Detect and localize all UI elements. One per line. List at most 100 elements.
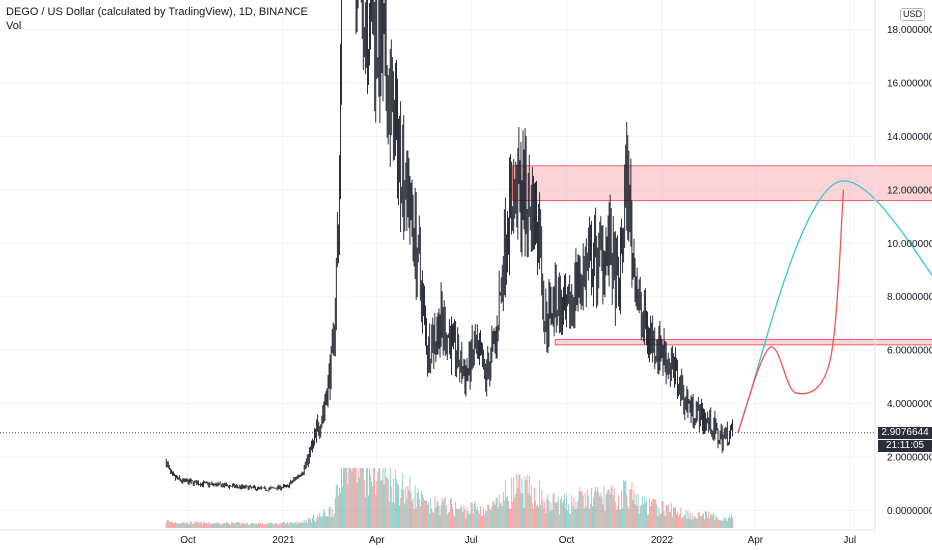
volume-bar xyxy=(430,498,432,528)
volume-bar xyxy=(288,524,290,528)
volume-bar xyxy=(350,468,352,528)
time-tick-label: Jul xyxy=(843,535,856,546)
volume-bar xyxy=(534,500,536,528)
volume-bar xyxy=(228,524,230,528)
volume-bar xyxy=(588,509,590,528)
volume-bar xyxy=(672,506,674,528)
volume-bar xyxy=(206,522,208,528)
volume-bar xyxy=(652,498,654,528)
volume-bar xyxy=(655,499,657,528)
volume-bar xyxy=(595,486,597,528)
volume-bar xyxy=(529,495,531,528)
volume-bar xyxy=(543,508,545,528)
price-tick-label: 18.0000000 xyxy=(887,25,932,36)
volume-bar xyxy=(231,522,233,528)
volume-bar xyxy=(316,518,318,528)
volume-bar xyxy=(182,522,184,528)
volume-bar xyxy=(329,506,331,528)
volume-bar xyxy=(598,492,600,528)
volume-bar xyxy=(691,513,693,528)
volume-bar xyxy=(376,481,378,528)
volume-bar xyxy=(488,504,490,528)
volume-bar xyxy=(518,474,520,528)
volume-bar xyxy=(174,523,176,528)
volume-bar xyxy=(239,522,241,528)
volume-bar xyxy=(683,516,685,528)
volume-bar xyxy=(495,497,497,528)
volume-bar xyxy=(179,523,181,528)
volume-bar xyxy=(523,508,525,528)
volume-bar xyxy=(382,468,384,528)
volume-bar xyxy=(232,522,234,528)
volume-bar xyxy=(204,522,206,528)
volume-bar xyxy=(308,519,310,528)
volume-bar xyxy=(638,513,640,528)
volume-bar xyxy=(191,523,193,528)
volume-bar xyxy=(377,472,379,528)
volume-bar xyxy=(390,486,392,528)
volume-bar xyxy=(705,511,707,528)
volume-bar xyxy=(320,516,322,528)
volume-bar xyxy=(443,498,445,528)
price-candles xyxy=(165,0,733,492)
volume-bar xyxy=(698,511,700,528)
time-tick-label: Apr xyxy=(369,535,385,546)
volume-bar xyxy=(457,508,459,528)
volume-bar xyxy=(714,520,716,528)
volume-bar xyxy=(629,489,631,528)
volume-bar xyxy=(410,492,412,528)
volume-bar xyxy=(436,501,438,528)
volume-bar xyxy=(427,504,429,528)
volume-bar xyxy=(553,492,555,528)
volume-bar xyxy=(356,482,358,528)
volume-bar xyxy=(444,496,446,528)
volume-bar xyxy=(233,523,235,528)
volume-bar xyxy=(454,516,456,528)
volume-bar xyxy=(236,522,238,528)
volume-bar xyxy=(586,489,588,528)
volume-bar xyxy=(531,503,533,528)
time-axis-labels: Oct2021AprJulOct2022AprJulOct2023AprJul xyxy=(180,535,856,546)
volume-bar xyxy=(271,522,273,528)
volume-bar xyxy=(720,520,722,528)
volume-bar xyxy=(732,517,734,528)
volume-indicator-label[interactable]: Vol xyxy=(6,20,22,32)
volume-bar xyxy=(630,489,632,528)
volume-bar xyxy=(612,495,614,528)
volume-bar xyxy=(245,522,247,528)
volume-bar xyxy=(273,524,275,528)
volume-bar xyxy=(485,510,487,528)
volume-bar xyxy=(460,504,462,528)
resistance-zone xyxy=(554,338,932,346)
volume-bar xyxy=(513,477,515,528)
volume-bar xyxy=(695,518,697,528)
volume-bar xyxy=(599,496,601,528)
volume-bar xyxy=(309,518,311,528)
volume-bar xyxy=(503,500,505,528)
volume-bar xyxy=(626,494,628,528)
volume-bar xyxy=(416,492,418,528)
volume-bar xyxy=(267,523,269,528)
volume-bar xyxy=(660,513,662,528)
volume-bar xyxy=(294,522,296,528)
volume-bar xyxy=(604,511,606,528)
volume-bar xyxy=(657,516,659,528)
volume-bar xyxy=(360,468,362,528)
volume-bar xyxy=(276,523,278,528)
volume-bar xyxy=(656,504,658,528)
volume-bar xyxy=(566,494,568,528)
currency-badge[interactable]: USD xyxy=(900,8,926,21)
volume-bar xyxy=(306,522,308,528)
volume-bar xyxy=(501,506,503,528)
volume-bar xyxy=(711,514,713,528)
volume-bar xyxy=(355,468,357,528)
volume-bar xyxy=(535,506,537,528)
volume-bar xyxy=(569,513,571,528)
volume-bar xyxy=(254,523,256,528)
volume-bar xyxy=(274,523,276,528)
volume-bar xyxy=(570,513,572,528)
volume-bar xyxy=(399,505,401,528)
volume-bar xyxy=(178,523,180,528)
volume-bar xyxy=(608,489,610,528)
